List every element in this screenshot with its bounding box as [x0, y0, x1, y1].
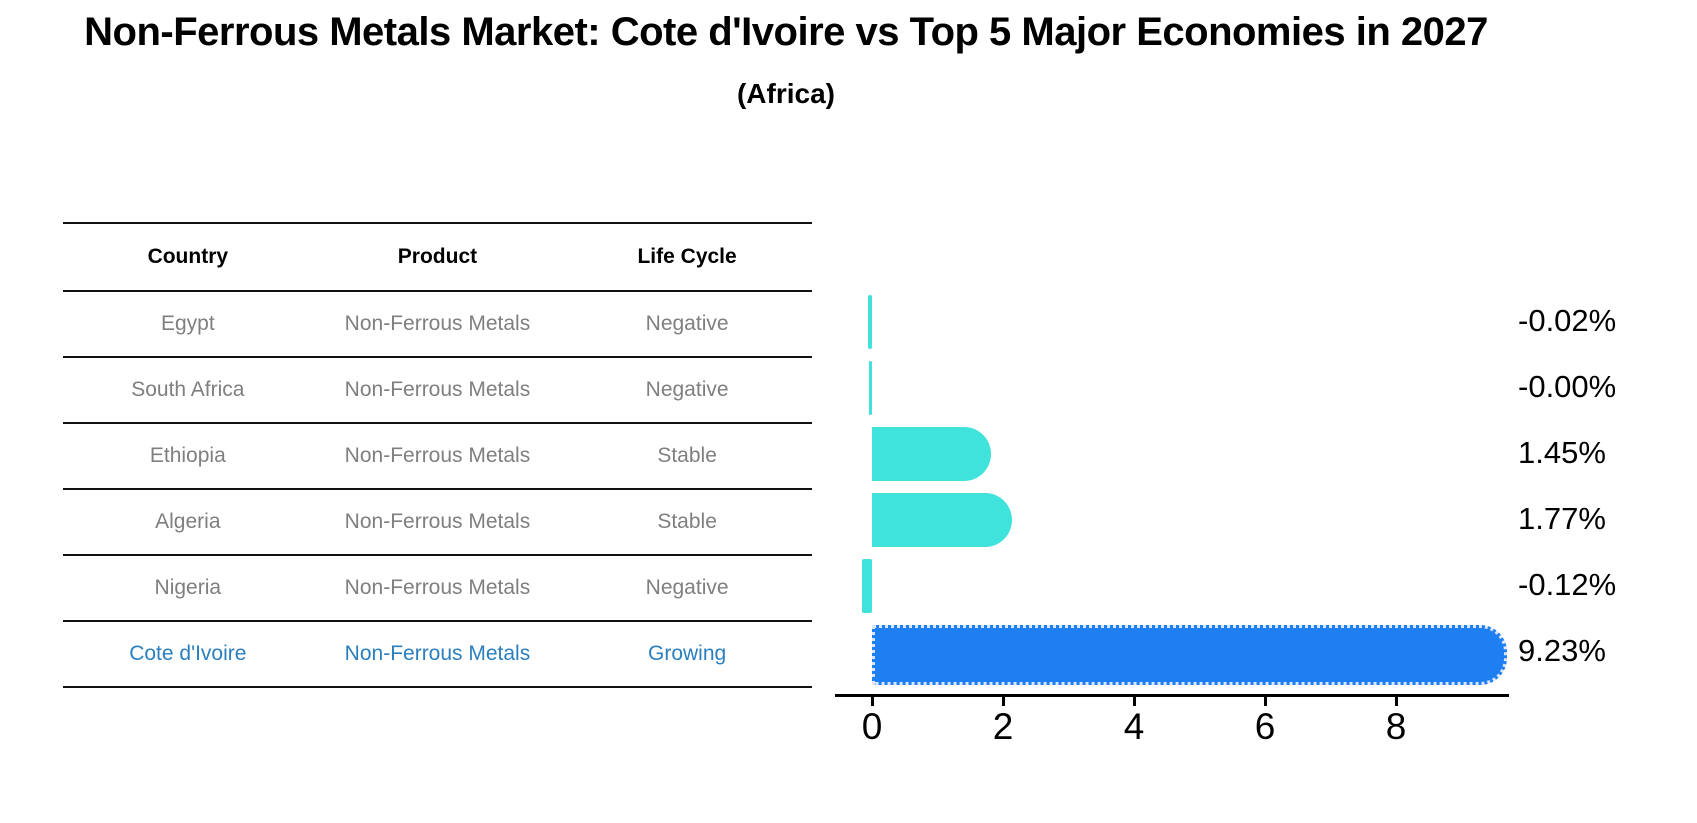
table-cell-product: Non-Ferrous Metals — [344, 312, 531, 335]
bar-nigeria — [861, 559, 872, 613]
column-header-country: Country — [147, 245, 229, 268]
table-cell-product: Non-Ferrous Metals — [344, 444, 531, 467]
bar-value-label: -0.02% — [1518, 303, 1617, 338]
bar-value-label: 1.45% — [1518, 435, 1606, 470]
table-cell-product: Non-Ferrous Metals — [344, 642, 531, 665]
x-axis-tick-label: 8 — [1385, 706, 1407, 747]
bar-cote-d-ivoire — [872, 625, 1507, 685]
table-cell-country: South Africa — [131, 378, 245, 401]
x-axis-tick-label: 2 — [992, 706, 1014, 747]
table-cell-product: Non-Ferrous Metals — [344, 510, 531, 533]
bar-value-label: -0.12% — [1518, 567, 1617, 602]
x-axis-line — [835, 694, 1509, 697]
bar-ethiopia — [872, 427, 991, 481]
bar-algeria — [872, 493, 1012, 547]
table-body: Egypt Non-Ferrous Metals Negative South Afr… — [63, 292, 812, 688]
column-header-product: Product — [397, 245, 478, 268]
bar-south-africa — [869, 361, 872, 415]
x-axis-tick — [871, 697, 874, 706]
table-row: Nigeria Non-Ferrous Metals Negative — [63, 556, 812, 622]
table-cell-country: Cote d'Ivoire — [129, 642, 247, 665]
x-axis-tick-label: 6 — [1254, 706, 1276, 747]
table-cell-life-cycle: Stable — [657, 444, 717, 467]
bar-value-label: 9.23% — [1518, 633, 1606, 668]
table-row: Ethiopia Non-Ferrous Metals Stable — [63, 424, 812, 490]
table-cell-product: Non-Ferrous Metals — [344, 576, 531, 599]
chart-title: Non-Ferrous Metals Market: Cote d'Ivoire… — [84, 10, 1488, 54]
table-cell-life-cycle: Negative — [645, 312, 729, 335]
x-axis-tick — [1264, 697, 1267, 706]
table-cell-life-cycle: Growing — [648, 642, 727, 665]
table-cell-life-cycle: Negative — [645, 576, 729, 599]
x-axis-tick — [1133, 697, 1136, 706]
x-axis-tick-label: 4 — [1123, 706, 1145, 747]
bar-egypt — [868, 295, 872, 349]
table-row: Cote d'Ivoire Non-Ferrous Metals Growing — [63, 622, 812, 688]
table-row: Egypt Non-Ferrous Metals Negative — [63, 292, 812, 358]
table-cell-country: Nigeria — [154, 576, 222, 599]
bar-value-label: 1.77% — [1518, 501, 1606, 536]
x-axis-tick-label: 0 — [861, 706, 883, 747]
table-cell-country: Algeria — [155, 510, 221, 533]
table-row: Algeria Non-Ferrous Metals Stable — [63, 490, 812, 556]
table-header-row: Country Product Life Cycle — [63, 224, 812, 292]
table-cell-life-cycle: Stable — [657, 510, 717, 533]
table-cell-product: Non-Ferrous Metals — [344, 378, 531, 401]
table-cell-country: Ethiopia — [149, 444, 226, 467]
table-cell-country: Egypt — [160, 312, 215, 335]
table-row: South Africa Non-Ferrous Metals Negative — [63, 358, 812, 424]
chart-subtitle: (Africa) — [736, 78, 835, 109]
bar-value-label: -0.00% — [1518, 369, 1617, 404]
table-cell-life-cycle: Negative — [645, 378, 729, 401]
x-axis-tick — [1395, 697, 1398, 706]
column-header-life-cycle: Life Cycle — [637, 245, 737, 268]
x-axis-tick — [1002, 697, 1005, 706]
comparison-table: Country Product Life Cycle Egypt Non-Ferr… — [63, 222, 812, 688]
